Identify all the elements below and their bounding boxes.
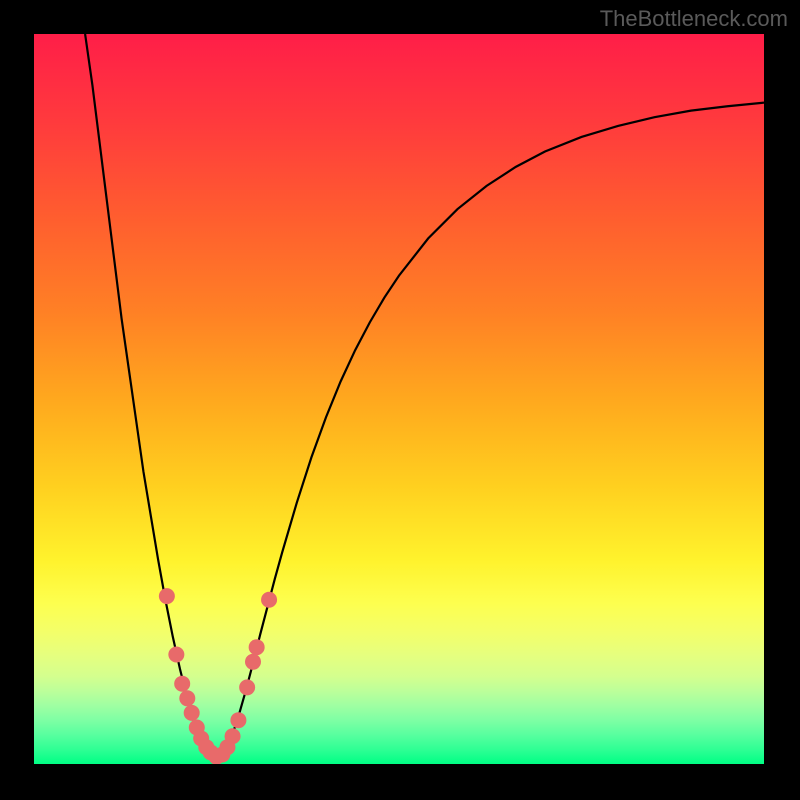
data-point	[249, 639, 265, 655]
data-point	[245, 654, 261, 670]
data-markers	[159, 588, 277, 764]
watermark-text: TheBottleneck.com	[600, 6, 788, 32]
data-point	[174, 676, 190, 692]
data-point	[239, 679, 255, 695]
data-point	[225, 728, 241, 744]
bottleneck-curve	[85, 34, 764, 758]
data-point	[159, 588, 175, 604]
data-point	[184, 705, 200, 721]
data-point	[179, 690, 195, 706]
data-point	[168, 647, 184, 663]
data-point	[230, 712, 246, 728]
chart-overlay	[34, 34, 764, 764]
bottleneck-chart	[34, 34, 764, 764]
data-point	[261, 592, 277, 608]
